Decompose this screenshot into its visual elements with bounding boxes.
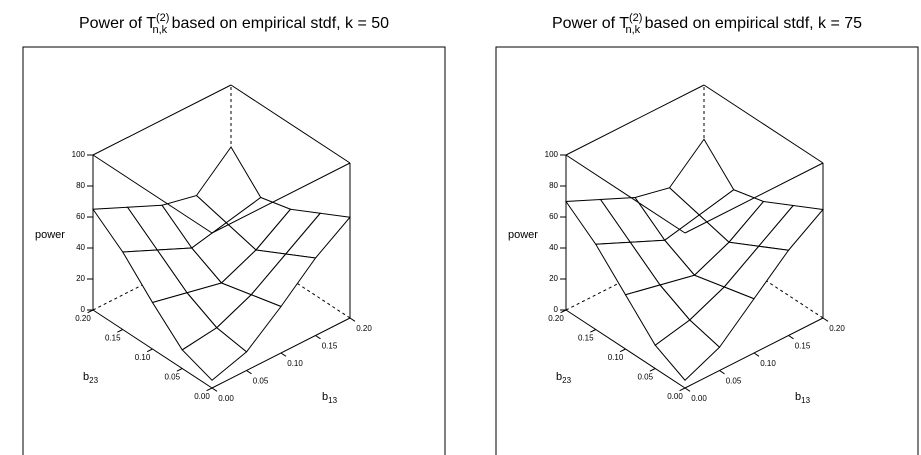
chart-title: Power of T(2) n,k based on empirical stdf…: [79, 12, 389, 36]
x-tick-label: 0.15: [322, 342, 338, 351]
y-axis-label: b23: [556, 371, 572, 385]
y-tick: [679, 387, 686, 392]
z-tick-label: 80: [549, 181, 558, 190]
z-tick-label: 80: [76, 181, 85, 190]
panel: Power of T(2) n,k based on empirical stdf…: [22, 12, 446, 455]
z-tick-label: 100: [545, 150, 559, 159]
y-tick-label: 0.15: [105, 334, 121, 343]
y-tick: [176, 368, 183, 372]
y-axis-label-sub: 23: [89, 376, 98, 385]
title-rest: based on empirical stdf, k = 50: [167, 15, 389, 32]
y-tick-label: 0.00: [667, 392, 683, 401]
y-tick-label: 0.00: [194, 392, 210, 401]
x-tick: [753, 352, 760, 357]
z-axis-label: power: [508, 229, 538, 241]
title-rest: based on empirical stdf, k = 75: [640, 15, 862, 32]
x-tick-label: 0.05: [726, 377, 742, 386]
z-tick-label: 0: [81, 305, 86, 314]
title-sub: n,k: [625, 24, 640, 36]
title-sup: (2): [156, 12, 169, 24]
x-axis-label-base: b: [322, 391, 328, 403]
x-tick: [684, 387, 691, 392]
title-sup: (2): [629, 12, 642, 24]
title-sub: n,k: [152, 24, 167, 36]
box-edge: [92, 154, 213, 234]
x-tick: [788, 335, 794, 340]
z-tick-label: 20: [76, 274, 85, 283]
panel: Power of T(2) n,k based on empirical stdf…: [495, 12, 919, 455]
box-edge: [565, 84, 705, 156]
x-axis-label-base: b: [795, 391, 801, 403]
x-tick: [719, 370, 725, 375]
y-axis-label-base: b: [83, 371, 89, 383]
y-tick: [649, 368, 656, 372]
y-tick: [206, 387, 213, 392]
box-edge: [684, 162, 824, 234]
z-tick-label: 100: [72, 150, 86, 159]
box-edge: [703, 84, 824, 164]
title-main: Power of T: [79, 15, 156, 32]
surface-facet: [654, 319, 721, 381]
x-tick-label: 0.00: [691, 394, 707, 403]
z-tick-label: 60: [549, 212, 558, 221]
z-tick-label: 60: [76, 212, 85, 221]
x-tick-label: 0.00: [218, 394, 234, 403]
x-tick: [246, 370, 252, 375]
panel-frame: [495, 46, 919, 455]
x-tick-label: 0.10: [760, 359, 776, 368]
z-tick-label: 20: [549, 274, 558, 283]
z-tick-label: 40: [76, 243, 85, 252]
x-tick: [211, 387, 218, 392]
x-tick: [349, 317, 356, 322]
y-tick: [146, 348, 153, 353]
x-tick-label: 0.10: [287, 359, 303, 368]
x-tick-label: 0.05: [253, 377, 269, 386]
surface-facet: [181, 327, 248, 381]
title-main: Power of T: [552, 15, 629, 32]
x-tick: [315, 335, 321, 340]
z-axis-label: power: [35, 229, 65, 241]
x-axis-label-sub: 13: [801, 396, 810, 405]
y-tick: [619, 348, 626, 353]
y-tick: [590, 329, 596, 333]
x-tick-label: 0.15: [795, 342, 811, 351]
y-tick-label: 0.10: [135, 353, 151, 362]
box-edge: [92, 84, 232, 156]
x-axis-label: b13: [322, 391, 338, 405]
z-tick-label: 0: [554, 305, 559, 314]
chart-title: Power of T(2) n,k based on empirical stdf…: [552, 12, 862, 36]
x-tick-label: 0.20: [356, 324, 372, 333]
y-tick-label: 0.20: [548, 314, 564, 323]
y-axis-label-base: b: [556, 371, 562, 383]
y-tick-label: 0.20: [75, 314, 91, 323]
box-edge: [565, 154, 686, 234]
y-tick-label: 0.15: [578, 334, 594, 343]
y-tick-label: 0.05: [164, 373, 180, 382]
box-edge: [230, 84, 351, 164]
x-axis-label: b13: [795, 391, 811, 405]
panel-frame: [22, 46, 446, 455]
y-tick: [117, 329, 123, 333]
y-tick-label: 0.05: [637, 373, 653, 382]
box-edge: [211, 162, 351, 234]
x-tick: [280, 352, 287, 357]
x-tick: [822, 317, 829, 322]
x-axis-label-sub: 13: [328, 396, 337, 405]
x-tick-label: 0.20: [829, 324, 845, 333]
y-tick-label: 0.10: [608, 353, 624, 362]
y-axis-label-sub: 23: [562, 376, 571, 385]
y-axis-label: b23: [83, 371, 99, 385]
z-tick-label: 40: [549, 243, 558, 252]
